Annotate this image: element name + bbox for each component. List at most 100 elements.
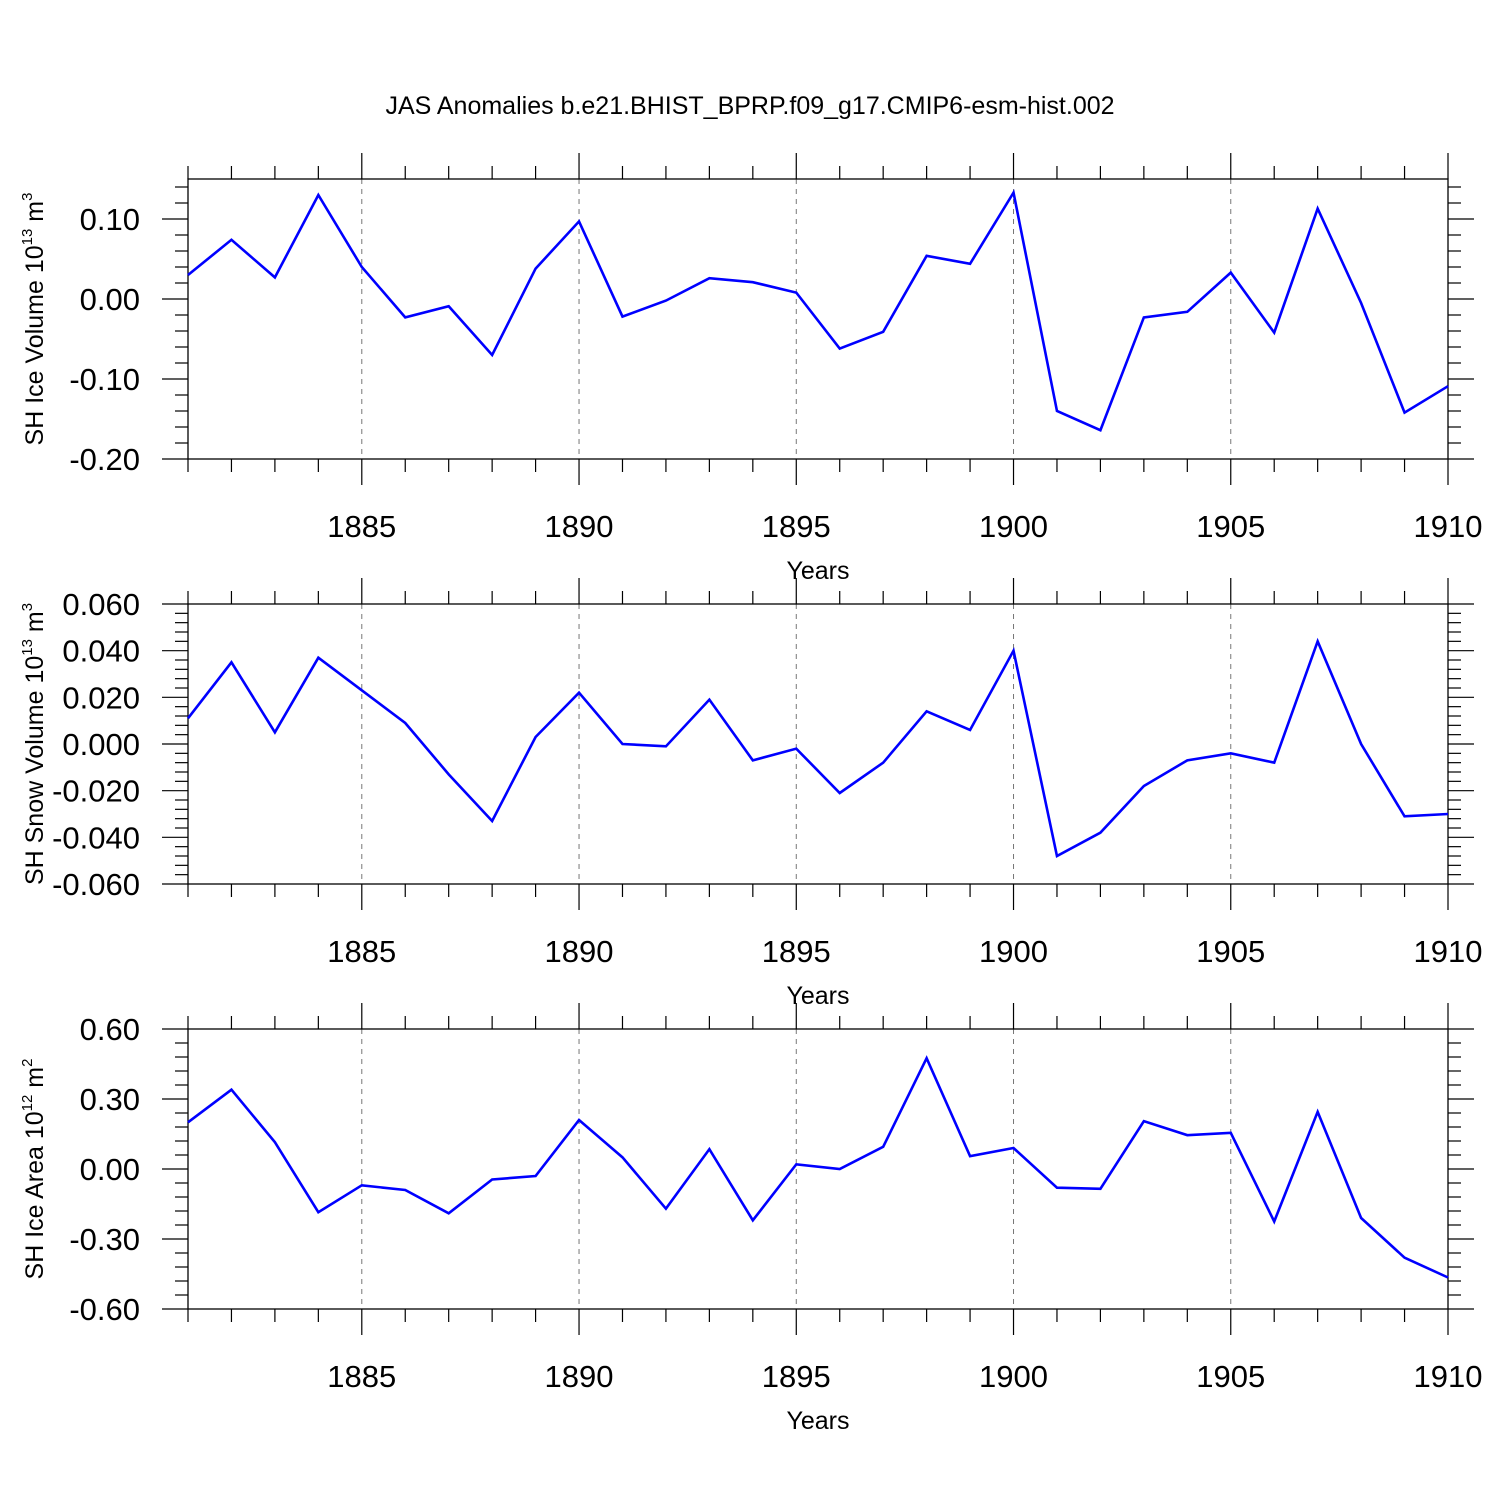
data-point [534, 735, 538, 739]
panel-2: -0.060 -0.040 -0.020 0.000 0.020 0.040 0.060 18… [19, 578, 1482, 1010]
plot-frame [187, 178, 1449, 460]
data-point [360, 688, 364, 692]
data-point [1012, 191, 1016, 195]
chart-title: JAS Anomalies b.e21.BHIST_BPRP.f09_g17.C… [385, 92, 1114, 120]
data-point [229, 238, 233, 242]
data-point [360, 265, 364, 269]
data-point [881, 1145, 885, 1149]
data-point [1403, 1256, 1407, 1260]
data-point [751, 1218, 755, 1222]
data-point [447, 1211, 451, 1215]
y-tick-label: 0.040 [62, 634, 140, 669]
data-point [273, 1140, 277, 1144]
y-axis-label: SH Ice Volume 1013 m3 [19, 193, 49, 446]
x-tick-label: 1885 [327, 1359, 396, 1394]
y-tick-label: 0.10 [80, 202, 140, 237]
data-point [577, 219, 581, 223]
data-point [1185, 758, 1189, 762]
y-tick-label: -0.20 [69, 442, 140, 477]
y-tick-label: -0.040 [52, 820, 140, 855]
data-point [1272, 1220, 1276, 1224]
data-point [1359, 301, 1363, 305]
data-point [360, 1183, 364, 1187]
data-point [1359, 1216, 1363, 1220]
data-point [1098, 1187, 1102, 1191]
data-point [534, 1174, 538, 1178]
y-tick-label: 0.30 [80, 1082, 140, 1117]
data-point [1316, 207, 1320, 211]
x-tick-label: 1910 [1414, 509, 1483, 544]
data-point [316, 193, 320, 197]
data-point [925, 709, 929, 713]
data-point [1142, 315, 1146, 319]
x-tick-label: 1900 [979, 509, 1048, 544]
data-point [1229, 751, 1233, 755]
data-point [1229, 1131, 1233, 1135]
data-point [447, 304, 451, 308]
data-point [664, 744, 668, 748]
x-tick-label: 1910 [1414, 934, 1483, 969]
data-point [925, 254, 929, 258]
plot-frame [187, 1028, 1449, 1310]
data-point [1446, 384, 1450, 388]
data-point [707, 698, 711, 702]
data-point [794, 291, 798, 295]
data-point [186, 273, 190, 277]
x-tick-label: 1905 [1196, 509, 1265, 544]
y-tick-label: 0.060 [62, 587, 140, 622]
y-tick-label: -0.060 [52, 867, 140, 902]
y-tick-label: 0.00 [80, 1152, 140, 1187]
data-point [534, 267, 538, 271]
y-axis-label: SH Snow Volume 1013 m3 [19, 603, 49, 885]
x-axis-label: Years [786, 982, 849, 1010]
data-point [490, 353, 494, 357]
data-point [751, 758, 755, 762]
data-point [1055, 1186, 1059, 1190]
y-tick-label: 0.60 [80, 1012, 140, 1047]
data-point [1055, 854, 1059, 858]
series-line [186, 637, 1449, 858]
data-point [968, 1154, 972, 1158]
data-point [316, 656, 320, 660]
data-point [968, 262, 972, 266]
data-point [1012, 1146, 1016, 1150]
data-point [664, 299, 668, 303]
y-tick-label: -0.30 [69, 1222, 140, 1257]
x-tick-label: 1900 [979, 934, 1048, 969]
data-point [1098, 831, 1102, 835]
y-tick-label: 0.020 [62, 680, 140, 715]
data-point [273, 275, 277, 279]
data-point [838, 791, 842, 795]
data-point [490, 1178, 494, 1182]
data-point [1272, 761, 1276, 765]
data-point [403, 721, 407, 725]
data-point [1316, 1110, 1320, 1114]
data-point [273, 730, 277, 734]
data-point [1185, 1133, 1189, 1137]
y-tick-label: -0.10 [69, 362, 140, 397]
data-point [664, 1207, 668, 1211]
data-point [751, 280, 755, 284]
data-point [620, 1155, 624, 1159]
panel-3: -0.60 -0.30 0.00 0.30 0.60 1885 1890 1895 1900 19… [19, 1003, 1482, 1435]
plot-frame [187, 603, 1449, 885]
data-point [1055, 409, 1059, 413]
data-point [1012, 649, 1016, 653]
x-tick-label: 1890 [545, 1359, 614, 1394]
data-point [186, 716, 190, 720]
x-tick-label: 1900 [979, 1359, 1048, 1394]
data-point [1229, 271, 1233, 275]
data-point [577, 1118, 581, 1122]
x-tick-label: 1895 [762, 1359, 831, 1394]
data-point [1272, 331, 1276, 335]
data-point [1098, 428, 1102, 432]
data-point [447, 772, 451, 776]
series-line [187, 1055, 1449, 1279]
x-tick-label: 1890 [545, 934, 614, 969]
data-point [577, 691, 581, 695]
data-point [1359, 742, 1363, 746]
data-point [925, 1056, 929, 1060]
x-tick-label: 1885 [327, 934, 396, 969]
chart-panels: -0.20 -0.10 0.00 0.10 1885 1890 1895 1900 1905 19… [19, 153, 1482, 1435]
data-point [881, 330, 885, 334]
